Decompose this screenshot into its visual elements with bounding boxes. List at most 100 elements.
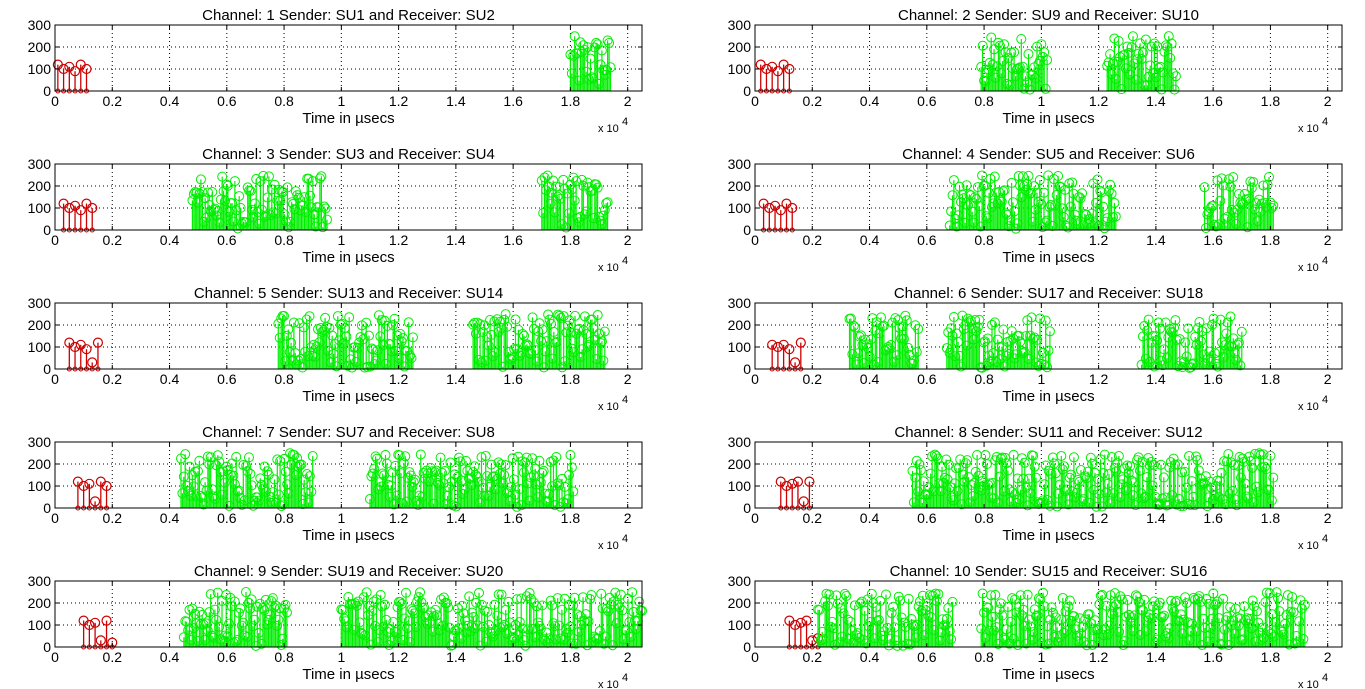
data-point (1192, 593, 1203, 604)
data-point (1099, 223, 1110, 234)
data-point (214, 621, 225, 632)
data-point (1259, 461, 1270, 472)
y-tick-label: 100 (728, 617, 752, 633)
data-point (1156, 355, 1167, 366)
data-point (499, 314, 510, 325)
axes-frame (754, 441, 1343, 509)
data-point (200, 477, 211, 488)
data-point (1127, 31, 1138, 42)
y-tick-label: 100 (28, 200, 52, 216)
data-point (1161, 353, 1172, 364)
data-point (341, 331, 352, 342)
data-point (1212, 475, 1223, 486)
data-point (506, 354, 517, 365)
x-tick-label: 1.2 (389, 232, 409, 248)
data-point (382, 320, 393, 331)
data-point (1139, 493, 1150, 504)
data-point (922, 601, 933, 612)
x-exponent-label: x 10 (598, 540, 619, 552)
data-point (1229, 207, 1240, 218)
data-point (1059, 461, 1070, 472)
data-point (527, 453, 538, 464)
y-tick-label: 300 (728, 573, 752, 589)
data-point (1038, 587, 1049, 598)
control-point (64, 202, 75, 214)
data-point (1148, 459, 1159, 470)
data-point (289, 450, 300, 461)
data-point (996, 196, 1007, 207)
control-point (772, 66, 784, 77)
data-point (848, 320, 859, 331)
data-point (1218, 593, 1229, 604)
data-point (198, 499, 209, 510)
x-tick-label: 0 (51, 371, 59, 387)
data-point (948, 175, 959, 186)
x-tick-label: 0.2 (103, 510, 123, 526)
data-point (1010, 223, 1021, 234)
x-tick-label: 1.4 (446, 232, 466, 248)
data-point (375, 589, 386, 600)
data-point (1168, 606, 1179, 617)
data-point (303, 351, 314, 362)
data-point (375, 331, 386, 342)
data-point (937, 614, 948, 625)
data-point (1268, 200, 1279, 211)
y-tick-label: 100 (28, 617, 52, 633)
data-point (1209, 348, 1220, 359)
data-point (490, 484, 501, 495)
data-point (1215, 314, 1226, 325)
x-tick-label: 1.8 (1261, 371, 1281, 387)
plot-area (55, 25, 642, 91)
data-point (1041, 215, 1052, 226)
data-point (1228, 172, 1239, 183)
data-point (562, 627, 573, 638)
data-point (386, 635, 397, 646)
data-point (1016, 34, 1027, 45)
data-point (393, 352, 404, 363)
data-point (1002, 601, 1013, 612)
data-point (929, 625, 940, 636)
data-point (1298, 634, 1309, 645)
data-point (273, 614, 284, 625)
x-tick-label: 1.4 (1146, 232, 1166, 248)
data-point (983, 602, 994, 613)
data-point (395, 597, 406, 608)
data-point (1074, 613, 1085, 624)
data-point (1181, 351, 1192, 362)
data-point (1164, 623, 1175, 634)
data-point (1104, 469, 1115, 480)
data-point (221, 179, 232, 190)
data-point (480, 450, 491, 461)
data-point (547, 600, 558, 611)
data-point (1209, 600, 1220, 611)
data-point (1184, 450, 1195, 461)
data-point (1066, 469, 1077, 480)
data-point (1024, 614, 1035, 625)
data-point (555, 193, 566, 204)
data-point (1266, 495, 1277, 506)
data-point (570, 310, 581, 321)
data-point (1093, 221, 1104, 232)
data-point (410, 474, 421, 485)
x-tick-label: 0.8 (274, 93, 294, 109)
data-point (205, 589, 216, 600)
data-point (1065, 201, 1076, 212)
data-point (1009, 353, 1020, 364)
data-point (387, 467, 398, 478)
control-point (84, 619, 95, 631)
data-point (552, 191, 563, 202)
data-point (563, 208, 574, 219)
data-point (345, 354, 356, 365)
x-axis-label: Time in µsecs (1002, 110, 1094, 127)
data-point (946, 492, 957, 503)
data-point (1173, 361, 1184, 372)
data-point (381, 358, 392, 369)
data-point (1195, 336, 1206, 347)
data-point (994, 40, 1005, 51)
data-point (310, 351, 321, 362)
data-point (1199, 182, 1210, 193)
data-point (596, 336, 607, 347)
data-point (1092, 624, 1103, 635)
x-tick-label: 0.8 (974, 232, 994, 248)
data-point (611, 618, 622, 629)
